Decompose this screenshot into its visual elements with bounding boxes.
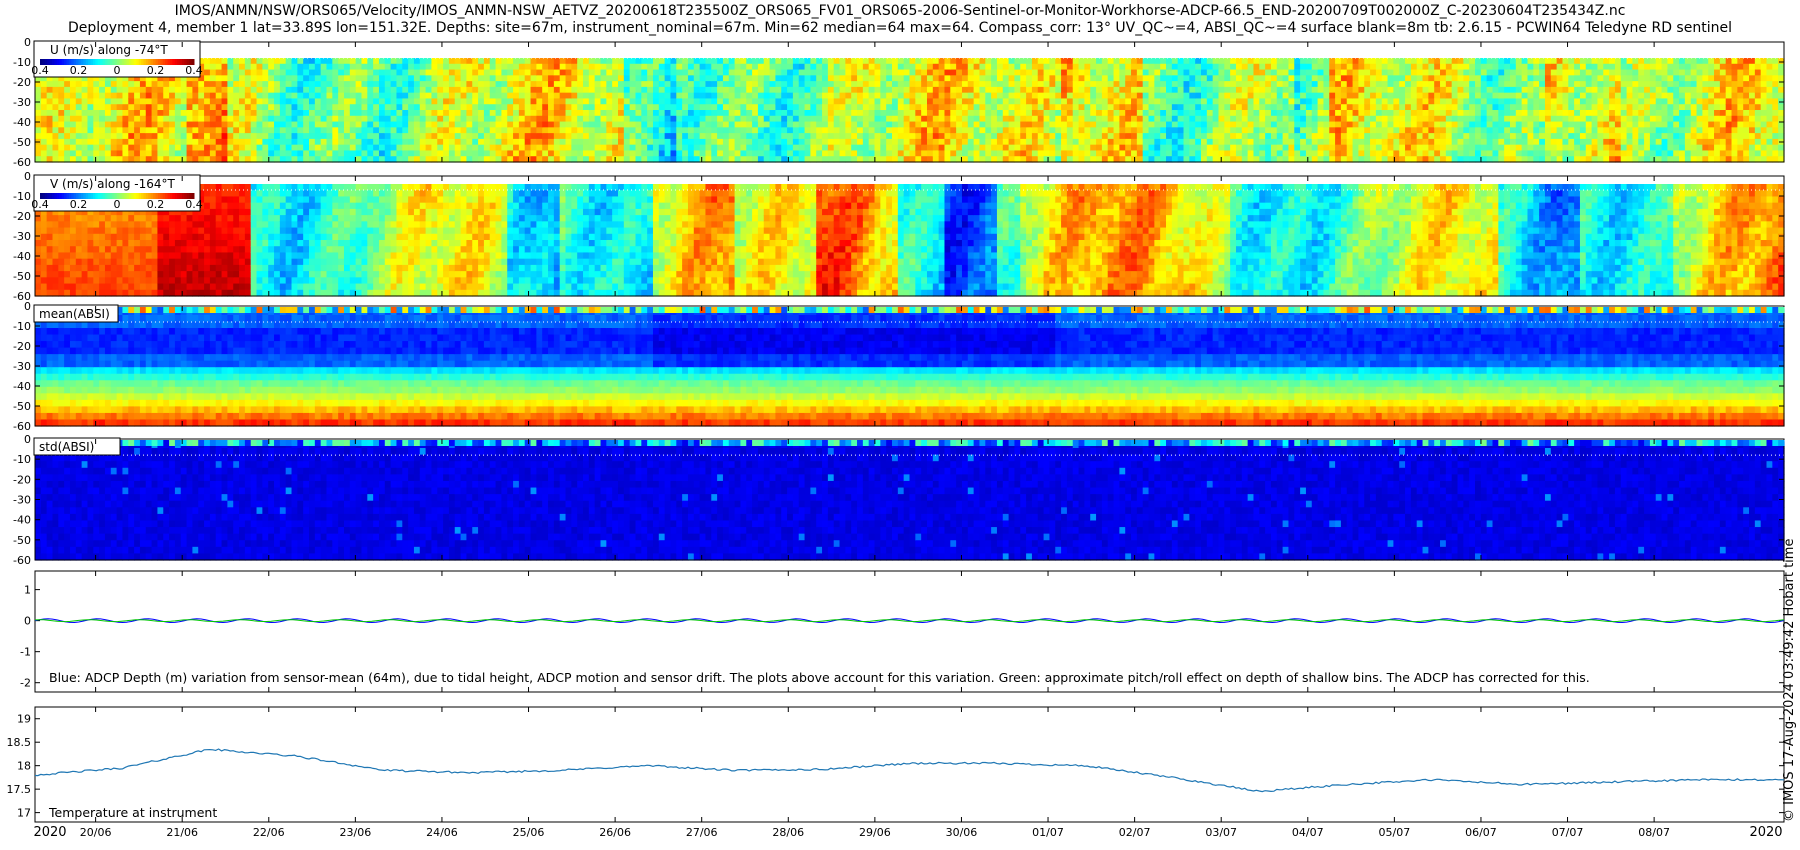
colorbar-tick-label: 0.2	[70, 64, 88, 77]
temperature-line	[35, 749, 1784, 792]
y-tick-label: -40	[13, 116, 31, 129]
colorbar-label: V (m/s) along -164°T	[50, 177, 175, 191]
colorbar-tick-label: 0	[114, 64, 121, 77]
y-tick-label: -20	[13, 340, 31, 353]
y-tick-label: -60	[13, 156, 31, 169]
x-tick-label: 03/07	[1205, 826, 1237, 839]
y-tick-label: 17.5	[7, 783, 32, 796]
x-tick-label: 20/06	[80, 826, 112, 839]
y-tick-label: -40	[13, 250, 31, 263]
y-tick-label: -30	[13, 96, 31, 109]
heatmap-0	[35, 58, 1785, 163]
y-tick-label: 18	[17, 760, 31, 773]
colorbar-tick-label: 0	[114, 198, 121, 211]
x-tick-label: 27/06	[686, 826, 718, 839]
y-tick-label: -10	[13, 190, 31, 203]
heatmap-3	[35, 441, 1785, 560]
colorbar-tick-label: 0.4	[31, 64, 49, 77]
y-tick-label: -2	[20, 677, 31, 690]
x-tick-label: 08/07	[1638, 826, 1670, 839]
y-tick-label: -60	[13, 554, 31, 567]
panel-frame	[35, 707, 1784, 822]
label-std-absi: std(ABSI)	[34, 438, 120, 455]
y-tick-label: -40	[13, 380, 31, 393]
y-tick-label: -10	[13, 56, 31, 69]
x-tick-label: 30/06	[946, 826, 978, 839]
year-label-left: 2020	[33, 825, 66, 840]
x-tick-label: 22/06	[253, 826, 285, 839]
y-tick-label: 19	[17, 713, 31, 726]
y-tick-label: 0	[24, 615, 31, 628]
y-tick-label: -50	[13, 400, 31, 413]
y-tick-label: -1	[20, 646, 31, 659]
x-tick-label: 21/06	[166, 826, 198, 839]
year-label-right: 2020	[1749, 825, 1782, 840]
x-tick-label: 04/07	[1292, 826, 1324, 839]
x-tick-label: 25/06	[513, 826, 545, 839]
x-tick-label: 05/07	[1379, 826, 1411, 839]
y-tick-label: -50	[13, 270, 31, 283]
colorbar-tick-label: 0.2	[147, 64, 165, 77]
x-tick-label: 01/07	[1032, 826, 1064, 839]
heatmap-1	[35, 184, 1785, 297]
y-tick-label: -20	[13, 473, 31, 486]
temperature-annotation: Temperature at instrument	[48, 805, 217, 820]
colorbar-tick-label: 0.4	[31, 198, 49, 211]
y-tick-label: -20	[13, 76, 31, 89]
colorbar-tick-label: 0.4	[185, 64, 203, 77]
panel-label: std(ABSI)	[39, 440, 94, 454]
colorbar-label: U (m/s) along -74°T	[50, 43, 168, 57]
colorbar-tick-label: 0.2	[70, 198, 88, 211]
y-tick-label: -10	[13, 453, 31, 466]
colorbar-tick-label: 0.2	[147, 198, 165, 211]
label-mean-absi: mean(ABSI)	[34, 305, 118, 322]
credit-text: © IMOS 17-Aug-2024 03:49:42 Hobart time	[1782, 539, 1797, 822]
x-tick-label: 28/06	[772, 826, 804, 839]
y-tick-label: 0	[24, 433, 31, 446]
y-tick-label: 0	[24, 36, 31, 49]
y-tick-label: -60	[13, 420, 31, 433]
y-tick-label: 18.5	[7, 736, 32, 749]
depth-annotation: Blue: ADCP Depth (m) variation from sens…	[49, 670, 1590, 685]
panel-label: mean(ABSI)	[39, 307, 110, 321]
y-tick-label: -10	[13, 320, 31, 333]
x-tick-label: 29/06	[859, 826, 891, 839]
y-tick-label: 0	[24, 300, 31, 313]
y-tick-label: 0	[24, 170, 31, 183]
y-tick-label: -30	[13, 230, 31, 243]
y-tick-label: -50	[13, 136, 31, 149]
heatmap-2	[35, 308, 1785, 426]
y-tick-label: -30	[13, 360, 31, 373]
y-tick-label: -50	[13, 534, 31, 547]
x-tick-label: 23/06	[340, 826, 372, 839]
x-tick-label: 06/07	[1465, 826, 1497, 839]
colorbar-u: U (m/s) along -74°T0.4 0.2 0 0.2 0.4	[31, 41, 203, 77]
y-tick-label: -20	[13, 210, 31, 223]
y-tick-label: -40	[13, 514, 31, 527]
y-tick-label: 1	[24, 584, 31, 597]
y-tick-label: 17	[17, 807, 31, 820]
x-tick-label: 07/07	[1552, 826, 1584, 839]
colorbar-v: V (m/s) along -164°T0.4 0.2 0 0.2 0.4	[31, 175, 203, 211]
x-tick-label: 24/06	[426, 826, 458, 839]
y-tick-label: -30	[13, 494, 31, 507]
x-tick-label: 02/07	[1119, 826, 1151, 839]
x-tick-label: 26/06	[599, 826, 631, 839]
colorbar-tick-label: 0.4	[185, 198, 203, 211]
